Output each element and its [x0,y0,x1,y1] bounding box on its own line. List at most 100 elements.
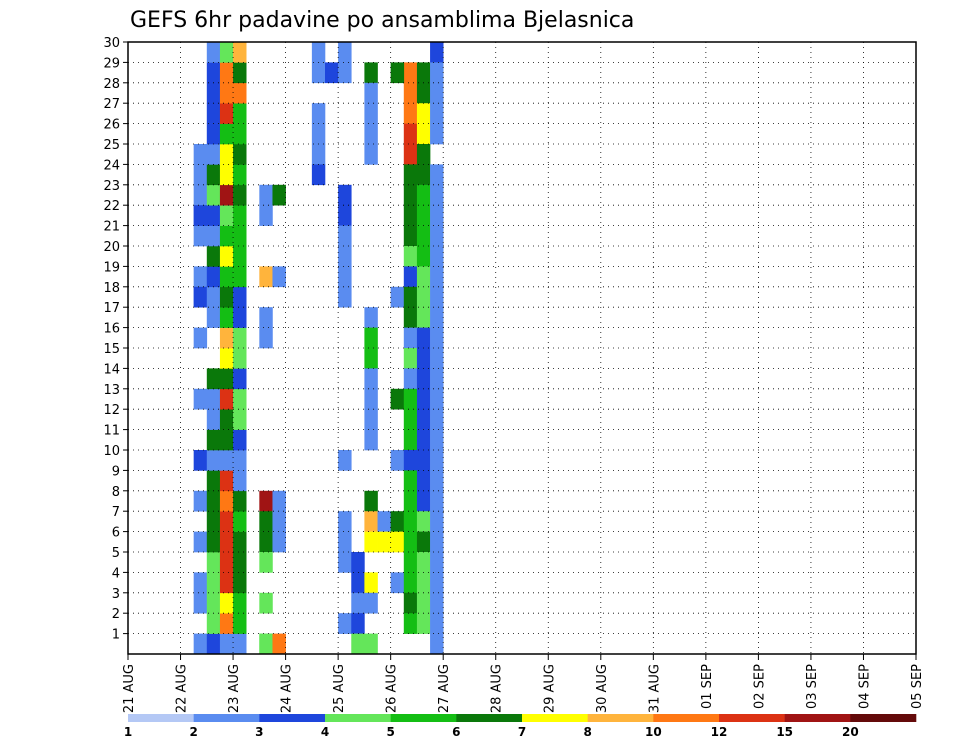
heatmap-cell [430,429,444,451]
colorbar-swatch [850,714,917,722]
heatmap-cell [430,409,444,430]
heatmap-cell [416,531,431,553]
y-tick-label: 25 [103,138,120,153]
heatmap-cell [325,62,339,84]
heatmap-cell [219,613,234,634]
heatmap-cell [416,62,431,84]
heatmap-cell [430,633,444,655]
colorbar-swatch [456,714,523,722]
heatmap-cell [351,572,365,594]
heatmap-cell [364,62,378,84]
heatmap-cell [430,552,444,573]
x-tick-label: 04 SEP [857,664,872,709]
heatmap-cell [233,184,247,206]
heatmap-cell [233,368,247,390]
heatmap-cell [233,613,247,634]
heatmap-cell [233,144,247,165]
heatmap-cell [403,531,418,553]
heatmap-cell [416,348,431,369]
heatmap-cell [364,348,378,369]
heatmap-cell [403,450,418,471]
colorbar-label: 6 [452,725,460,739]
heatmap-cell [403,409,418,430]
colorbar-label: 5 [386,725,394,739]
heatmap-cell [219,184,234,206]
colorbar-swatch [784,714,851,722]
heatmap-cell [219,225,234,247]
heatmap-cell [377,531,391,553]
heatmap-cell [416,470,431,492]
y-tick-label: 3 [112,587,120,602]
y-tick-label: 8 [112,485,120,500]
heatmap-cell [430,123,444,145]
y-tick-label: 18 [103,281,120,296]
heatmap-cell [403,348,418,369]
heatmap-cell [193,266,208,288]
heatmap-cell [219,572,234,594]
heatmap-cell [403,490,418,512]
x-tick-label: 22 AUG [175,664,190,713]
y-tick-label: 12 [103,403,120,418]
heatmap-cell [430,327,444,349]
heatmap-cell [416,307,431,328]
heatmap-cell [416,327,431,349]
heatmap-cell [364,633,378,655]
heatmap-cell [219,246,234,267]
heatmap-cell [259,511,273,532]
heatmap-cell [430,42,444,63]
heatmap-cell [338,286,352,308]
heatmap-cell [364,327,378,349]
heatmap-cell [430,246,444,267]
y-axis-ticks: 1234567891011121314151617181920212223242… [103,36,128,643]
heatmap-cell [259,531,273,553]
heatmap-cell [430,388,444,410]
y-tick-label: 19 [103,260,120,275]
heatmap-cell [233,286,247,308]
heatmap-cell [193,286,208,308]
heatmap-cell [311,123,326,145]
heatmap-cell [416,572,431,594]
y-tick-label: 24 [103,158,120,173]
heatmap-cell [338,62,352,84]
heatmap-cell [206,103,221,124]
heatmap-cell [272,184,286,206]
heatmap-cell [416,164,431,186]
heatmap-cell [364,307,378,328]
y-tick-label: 6 [112,526,120,541]
heatmap-cell [206,368,221,390]
heatmap-cell [430,62,444,84]
heatmap-cell [416,368,431,390]
heatmap-cell [219,633,234,655]
heatmap-cell [259,633,273,655]
heatmap-cell [403,246,418,267]
heatmap-cell [364,144,378,165]
heatmap-cell [430,592,444,614]
colorbar-swatch [522,714,588,722]
heatmap-cell [403,592,418,614]
heatmap-cell [233,42,247,63]
heatmap-cell [206,82,221,104]
heatmap-cell [364,490,378,512]
y-tick-label: 16 [103,322,120,337]
heatmap-cell [403,184,418,206]
heatmap-cell [233,450,247,471]
x-tick-label: 26 AUG [385,664,400,713]
heatmap-cell [403,470,418,492]
heatmap-cell [219,490,234,512]
heatmap-cell [193,388,208,410]
heatmap-cell [430,348,444,369]
heatmap-cell [403,103,418,124]
y-tick-label: 10 [103,444,120,459]
heatmap-cell [193,327,208,349]
heatmap-cell [430,490,444,512]
heatmap-cell [390,450,405,471]
heatmap-cell [416,490,431,512]
heatmap-cell [416,144,431,165]
heatmap-cell [259,490,273,512]
heatmap-cell [364,511,378,532]
heatmap-cell [416,592,431,614]
heatmap-cell [219,368,234,390]
heatmap-cell [403,62,418,84]
y-tick-label: 1 [112,628,120,643]
heatmap-cell [219,286,234,308]
